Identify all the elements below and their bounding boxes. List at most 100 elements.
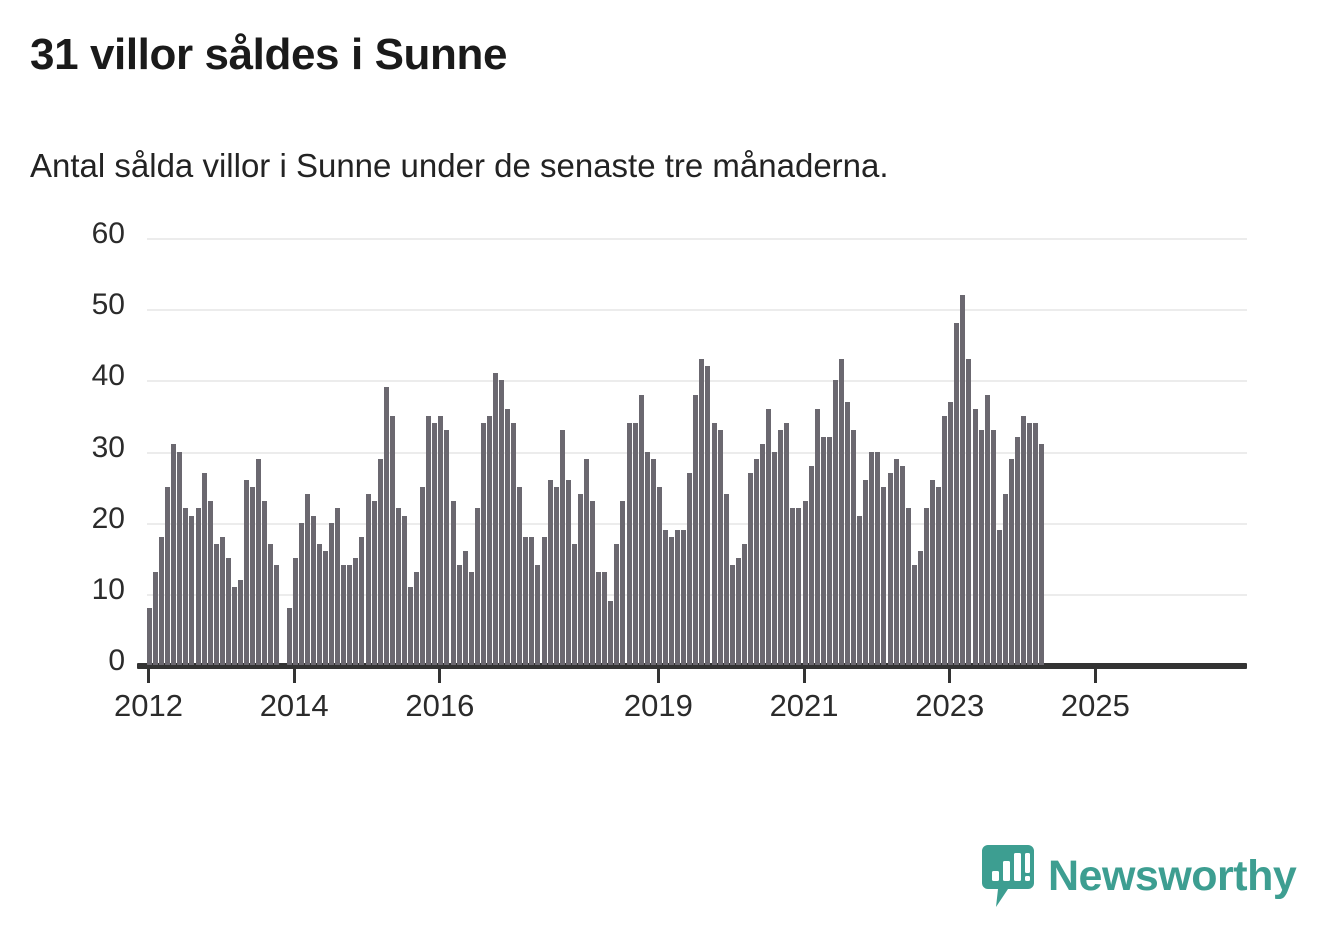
bar bbox=[383, 387, 389, 665]
x-axis-label-2014: 2014 bbox=[259, 688, 329, 723]
bar bbox=[638, 394, 644, 665]
bar bbox=[893, 458, 899, 665]
x-axis-label-2023: 2023 bbox=[915, 688, 985, 723]
bar bbox=[420, 487, 426, 665]
bar bbox=[675, 529, 681, 665]
bar bbox=[747, 472, 753, 665]
bar bbox=[1021, 415, 1027, 665]
bar bbox=[644, 451, 650, 665]
bar bbox=[620, 501, 626, 665]
bar bbox=[857, 515, 863, 665]
gridline-40 bbox=[147, 380, 1247, 383]
bar bbox=[511, 423, 517, 665]
y-axis-label-40: 40 bbox=[91, 359, 125, 393]
bar bbox=[529, 536, 535, 665]
x-axis-tick-2021 bbox=[802, 668, 806, 683]
y-axis-label-10: 10 bbox=[91, 572, 125, 606]
bar bbox=[401, 515, 407, 665]
bar bbox=[359, 536, 365, 665]
bar bbox=[335, 508, 341, 665]
x-axis-label-2012: 2012 bbox=[114, 688, 183, 723]
bar bbox=[814, 408, 820, 665]
bar bbox=[766, 408, 772, 665]
x-axis-tick-2023 bbox=[948, 668, 952, 683]
bar bbox=[1015, 437, 1020, 665]
bar bbox=[547, 479, 553, 665]
bar bbox=[626, 423, 632, 665]
x-axis-label-2025: 2025 bbox=[1060, 688, 1130, 723]
bar bbox=[147, 608, 152, 665]
bar bbox=[911, 565, 917, 665]
bar bbox=[492, 373, 498, 665]
bar bbox=[729, 565, 735, 665]
bar bbox=[395, 508, 401, 665]
bar bbox=[432, 423, 438, 665]
y-axis-label-50: 50 bbox=[91, 288, 125, 322]
bar bbox=[838, 358, 844, 665]
bar bbox=[377, 458, 383, 665]
bar bbox=[936, 487, 942, 665]
bar bbox=[565, 479, 571, 665]
bar bbox=[930, 479, 936, 665]
bar bbox=[656, 487, 662, 665]
bar bbox=[863, 479, 869, 665]
bar bbox=[304, 494, 310, 665]
bar bbox=[201, 472, 207, 665]
bar bbox=[681, 529, 687, 665]
bar bbox=[802, 501, 808, 665]
bar bbox=[808, 465, 814, 665]
bar bbox=[219, 536, 225, 665]
bar bbox=[389, 415, 395, 665]
bar bbox=[517, 487, 523, 665]
bar bbox=[905, 508, 911, 665]
bar bbox=[274, 565, 280, 665]
y-axis-label-20: 20 bbox=[91, 501, 125, 535]
bar bbox=[984, 394, 990, 665]
bar bbox=[705, 366, 711, 665]
bar bbox=[772, 451, 778, 665]
newsworthy-logo: Newsworthy bbox=[982, 845, 1297, 907]
x-axis-tick-2014 bbox=[292, 668, 296, 683]
bar bbox=[347, 565, 353, 665]
bar bbox=[238, 579, 244, 665]
bar bbox=[741, 544, 747, 665]
bar bbox=[571, 544, 577, 665]
bar bbox=[699, 358, 705, 665]
bar bbox=[559, 430, 565, 665]
bar bbox=[960, 294, 966, 665]
bar bbox=[632, 423, 638, 665]
x-axis-label-2021: 2021 bbox=[769, 688, 839, 723]
bar bbox=[1027, 423, 1033, 665]
bar bbox=[826, 437, 832, 665]
bar bbox=[735, 558, 741, 665]
bar bbox=[541, 536, 547, 665]
bar bbox=[990, 430, 996, 665]
x-axis-label-2019: 2019 bbox=[623, 688, 693, 723]
bar bbox=[887, 472, 893, 665]
bar bbox=[820, 437, 826, 665]
gridline-60 bbox=[147, 238, 1247, 240]
bar bbox=[851, 430, 857, 665]
bar bbox=[244, 479, 250, 665]
bar bbox=[954, 323, 960, 665]
bar bbox=[1008, 458, 1014, 665]
bar bbox=[499, 380, 505, 665]
newsworthy-bars-bubble-icon bbox=[982, 845, 1034, 907]
bar bbox=[171, 444, 177, 665]
bar bbox=[614, 544, 620, 665]
bar bbox=[462, 551, 468, 665]
y-axis-label-0: 0 bbox=[108, 644, 125, 677]
x-axis-tick-2019 bbox=[656, 668, 660, 683]
bar bbox=[329, 522, 335, 665]
bar bbox=[778, 430, 784, 665]
bar bbox=[486, 415, 492, 665]
bar bbox=[553, 487, 559, 665]
bar bbox=[323, 551, 329, 665]
bar bbox=[978, 430, 984, 665]
bar bbox=[414, 572, 420, 665]
bar bbox=[153, 572, 159, 665]
bar bbox=[480, 423, 486, 665]
bar bbox=[189, 515, 195, 665]
bar bbox=[341, 565, 347, 665]
